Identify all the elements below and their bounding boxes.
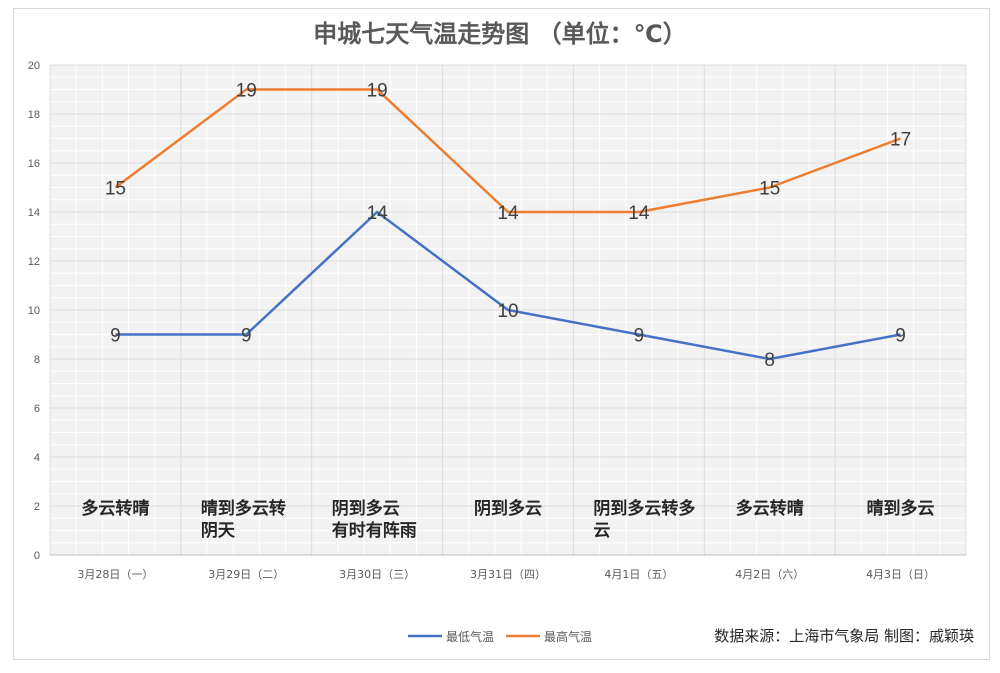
- weather-label: 阴到多云: [332, 498, 400, 519]
- legend-label: 最低气温: [446, 629, 494, 644]
- data-label: 9: [895, 326, 906, 347]
- y-tick-label: 8: [34, 354, 40, 366]
- weather-label: 阴到多云转多: [593, 498, 695, 519]
- y-tick-label: 6: [34, 403, 40, 415]
- y-tick-label: 16: [28, 158, 40, 170]
- x-tick-label: 4月2日（六）: [735, 568, 804, 581]
- data-label: 9: [634, 326, 645, 347]
- y-tick-label: 2: [34, 501, 40, 513]
- legend-label: 最高气温: [544, 629, 592, 644]
- y-tick-label: 0: [34, 550, 40, 562]
- data-label: 15: [105, 179, 126, 200]
- data-label: 14: [628, 203, 650, 224]
- data-label: 14: [497, 203, 519, 224]
- weather-label: 阴到多云: [474, 498, 542, 519]
- weather-label: 有时有阵雨: [332, 520, 417, 541]
- chart-title: 申城七天气温走势图 （单位：℃）: [313, 20, 687, 48]
- weather-label: 多云转晴: [81, 498, 149, 519]
- weather-label: 阴天: [201, 521, 236, 541]
- data-label: 17: [890, 130, 911, 151]
- data-label: 19: [236, 81, 257, 102]
- y-tick-label: 12: [28, 256, 40, 268]
- y-tick-label: 18: [28, 109, 40, 121]
- data-label: 14: [367, 203, 389, 224]
- weather-label: 多云转晴: [736, 498, 804, 519]
- x-tick-label: 3月31日（四）: [470, 568, 546, 581]
- y-tick-label: 14: [28, 207, 40, 219]
- series-line: [115, 210, 901, 361]
- y-tick-label: 20: [28, 60, 40, 72]
- x-tick-label: 3月30日（三）: [339, 568, 415, 581]
- weather-label: 云: [593, 521, 610, 541]
- data-label: 8: [764, 350, 775, 371]
- weather-label: 晴到多云转: [201, 498, 286, 519]
- data-label: 10: [497, 301, 518, 322]
- y-tick-label: 10: [28, 305, 40, 317]
- x-tick-label: 3月29日（二）: [208, 568, 284, 581]
- x-tick-label: 4月3日（日）: [866, 568, 935, 581]
- data-label: 19: [367, 81, 388, 102]
- x-tick-label: 3月28日（一）: [77, 568, 153, 581]
- weather-label: 晴到多云: [867, 498, 935, 519]
- source-credit: 数据来源：上海市气象局 制图：戚颖瑛: [714, 627, 974, 645]
- data-label: 9: [241, 326, 252, 347]
- y-tick-label: 4: [34, 452, 40, 464]
- data-label: 9: [110, 326, 121, 347]
- x-tick-label: 4月1日（五）: [604, 568, 673, 581]
- data-label: 15: [759, 179, 780, 200]
- series-line: [114, 88, 902, 214]
